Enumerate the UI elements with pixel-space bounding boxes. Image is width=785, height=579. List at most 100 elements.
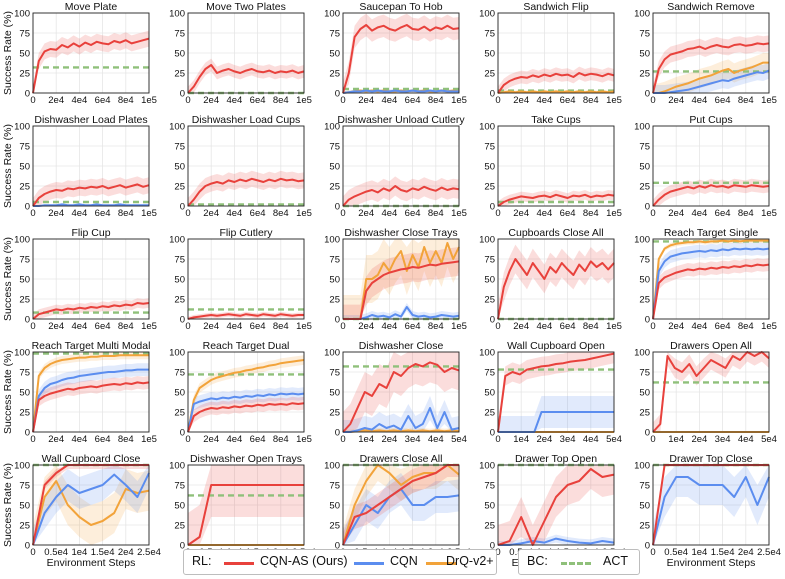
- subplot-title: Saucepan To Hob: [359, 1, 442, 13]
- legend-rl-label: RL:: [192, 554, 212, 568]
- x-tick-label: 0.5e4: [664, 547, 688, 558]
- x-tick-label: 4e4: [536, 95, 552, 106]
- subplot-title: Drawer Top Close: [669, 453, 752, 465]
- subplot-title: Take Cups: [531, 114, 581, 126]
- x-tick-label: 0: [650, 434, 655, 445]
- x-tick-label: 0.5e4: [44, 547, 68, 558]
- series-line: [32, 354, 149, 433]
- x-tick-label: 1.5e4: [711, 547, 735, 558]
- x-tick-label: 0: [340, 208, 345, 219]
- series-line: [652, 263, 770, 320]
- y-tick-label: 50: [484, 501, 495, 512]
- x-tick-label: 0: [650, 95, 655, 106]
- series-band: [653, 242, 769, 319]
- series-line: [32, 381, 150, 433]
- y-tick-label: 0: [180, 541, 185, 552]
- series-line: [343, 306, 460, 320]
- axes-frame: [342, 238, 460, 320]
- x-tick-label: 0: [185, 434, 190, 445]
- axes-frame: [652, 351, 770, 433]
- series-line: [187, 359, 305, 433]
- x-tick-label: 6e4: [95, 208, 111, 219]
- series-line: [32, 368, 149, 433]
- x-tick-label: 2e4: [513, 321, 529, 332]
- x-tick-label: 2e4: [358, 208, 374, 219]
- x-tick-label: 3e4: [560, 434, 576, 445]
- axes-frame: [32, 12, 150, 94]
- y-tick-label: 50: [329, 501, 340, 512]
- series-line: [653, 61, 769, 94]
- y-tick-label: 0: [335, 428, 340, 439]
- subplot-25: Drawer Top Close 0 25 50 75 100 0 0.5e4 1e4 1.5e4…: [634, 453, 781, 569]
- x-tick-label: 6e4: [715, 321, 731, 332]
- series-line: [652, 239, 769, 320]
- x-tick-label: 0: [185, 95, 190, 106]
- x-tick-label: 1e4: [71, 547, 87, 558]
- subplot-19: Wall Cupboard Open 0 25 50 75 100 0 1e4 2e4 3e4 4e…: [479, 340, 622, 445]
- y-tick-label: 50: [639, 388, 650, 399]
- x-tick-label: 4e4: [691, 321, 707, 332]
- y-tick-label: 0: [25, 315, 30, 326]
- x-tick-label: 0: [495, 547, 500, 558]
- y-tick-label: 75: [484, 29, 495, 40]
- x-tick-label: 4e4: [226, 434, 242, 445]
- x-tick-label: 2e4: [358, 95, 374, 106]
- x-tick-label: 4e4: [71, 95, 87, 106]
- x-tick-label: 1e5: [451, 321, 467, 332]
- x-tick-label: 1e5: [451, 95, 467, 106]
- axes-frame: [32, 238, 150, 320]
- x-tick-label: 0: [650, 547, 655, 558]
- series-band: [653, 465, 769, 545]
- axes-frame: [652, 464, 770, 546]
- legend-cqn-label: CQN: [390, 554, 418, 568]
- y-tick-label: 25: [19, 408, 30, 419]
- y-tick-label: 100: [479, 461, 495, 472]
- series-band: [498, 396, 614, 432]
- x-tick-label: 8e4: [273, 321, 289, 332]
- y-tick-label: 50: [174, 162, 185, 173]
- x-tick-label: 0: [495, 208, 500, 219]
- series-band: [33, 465, 149, 545]
- x-tick-label: 8e4: [118, 434, 134, 445]
- x-tick-label: 4e4: [381, 95, 397, 106]
- subplot-title: Drawer Top Open: [515, 453, 597, 465]
- series-line: [652, 184, 770, 207]
- y-tick-label: 25: [329, 182, 340, 193]
- series-line: [497, 468, 615, 546]
- y-tick-label: 100: [634, 461, 650, 472]
- y-tick-label: 50: [19, 162, 30, 173]
- series-band: [653, 239, 769, 319]
- y-tick-label: 25: [639, 295, 650, 306]
- x-tick-label: 2e4: [118, 547, 134, 558]
- axes-frame: [497, 464, 615, 546]
- y-tick-label: 100: [479, 348, 495, 359]
- y-tick-label: 50: [19, 388, 30, 399]
- x-tick-label: 1e4: [358, 434, 374, 445]
- x-tick-label: 0: [340, 434, 345, 445]
- x-tick-label: 2e4: [48, 434, 64, 445]
- subplot-title: Dishwasher Unload Cutlery: [337, 114, 465, 126]
- y-tick-label: 100: [634, 122, 650, 133]
- axes-frame: [652, 238, 770, 320]
- axes-frame: [342, 12, 460, 94]
- legend-bc: BC: ACT: [518, 549, 640, 575]
- series-line: [652, 351, 770, 433]
- subplot-title: Drawers Open All: [670, 340, 752, 352]
- subplot-14: Cupboards Close All 0 25 50 75 100 0 2e4 4e4 6e4 8…: [479, 227, 622, 332]
- series-band: [343, 176, 459, 206]
- y-tick-label: 75: [174, 142, 185, 153]
- x-tick-label: 0: [650, 208, 655, 219]
- x-tick-label: 0: [340, 95, 345, 106]
- x-tick-label: 0: [495, 434, 500, 445]
- series-line: [652, 476, 770, 546]
- x-tick-label: 1e5: [606, 321, 622, 332]
- y-tick-label: 0: [490, 202, 495, 213]
- x-tick-label: 4e4: [738, 434, 754, 445]
- y-tick-label: 0: [25, 541, 30, 552]
- x-tick-label: 0: [495, 95, 500, 106]
- x-tick-label: 2.5e4: [757, 547, 781, 558]
- subplot-4: Sandwich Flip 0 25 50 75 100 0 2e4 4e4 6e4 8e4 1e5: [479, 1, 622, 106]
- y-tick-label: 100: [324, 461, 340, 472]
- subplot-12: Flip Cutlery 0 25 50 75 100 0 2e4 4e4 6e4 8e4 1e5: [169, 227, 312, 332]
- series-line: [32, 183, 150, 207]
